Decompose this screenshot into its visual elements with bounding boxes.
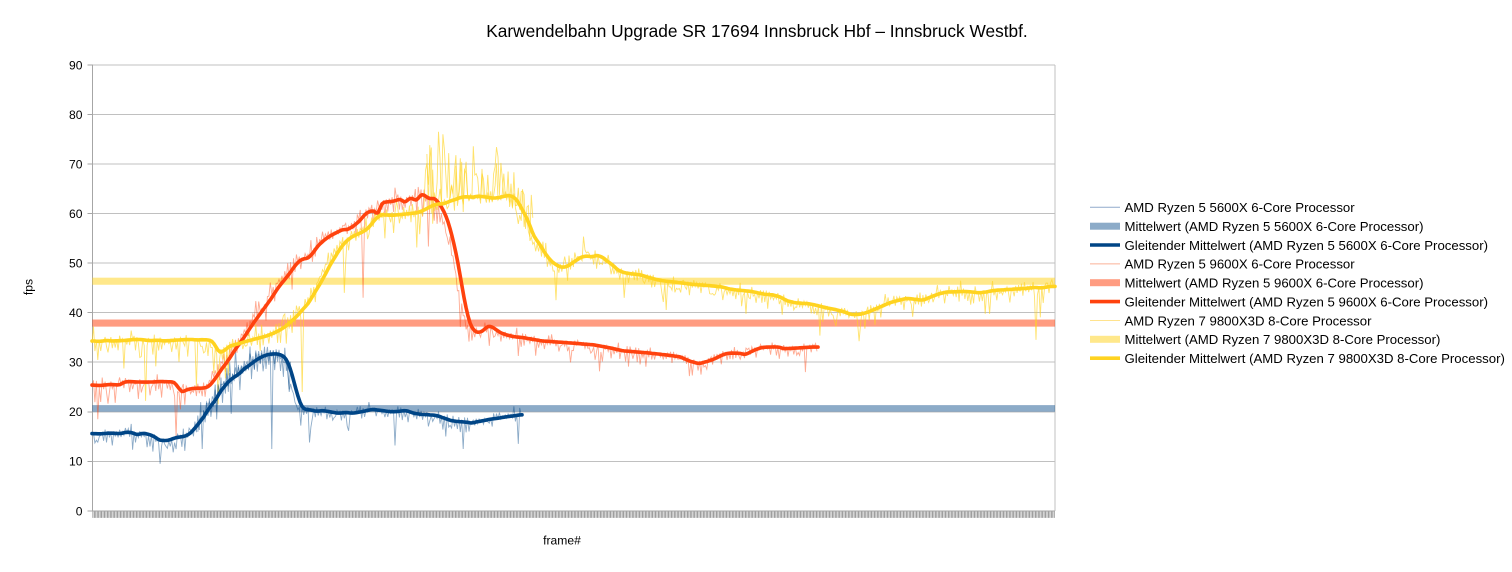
svg-text:frame#: frame#: [543, 534, 581, 548]
svg-text:AMD Ryzen 5 9600X 6-Core Proce: AMD Ryzen 5 9600X 6-Core Processor: [1125, 257, 1356, 272]
svg-text:Gleitender Mittelwert (AMD Ryz: Gleitender Mittelwert (AMD Ryzen 5 9600X…: [1125, 294, 1489, 309]
svg-text:90: 90: [69, 58, 83, 72]
svg-text:AMD Ryzen 7 9800X3D 8-Core Pro: AMD Ryzen 7 9800X3D 8-Core Processor: [1125, 313, 1373, 328]
svg-text:Gleitender Mittelwert (AMD Ryz: Gleitender Mittelwert (AMD Ryzen 5 5600X…: [1125, 238, 1489, 253]
svg-text:50: 50: [69, 257, 83, 271]
svg-text:80: 80: [69, 108, 83, 122]
svg-text:70: 70: [69, 157, 83, 171]
svg-text:40: 40: [69, 306, 83, 320]
svg-text:10: 10: [69, 455, 83, 469]
svg-text:0: 0: [76, 504, 83, 518]
svg-text:30: 30: [69, 356, 83, 370]
svg-text:fps: fps: [22, 279, 36, 295]
svg-text:Mittelwert (AMD Ryzen 7 9800X3: Mittelwert (AMD Ryzen 7 9800X3D 8-Core P…: [1125, 332, 1441, 347]
svg-text:Gleitender Mittelwert (AMD Ryz: Gleitender Mittelwert (AMD Ryzen 7 9800X…: [1125, 351, 1505, 366]
svg-text:AMD Ryzen 5 5600X 6-Core Proce: AMD Ryzen 5 5600X 6-Core Processor: [1125, 200, 1356, 215]
svg-text:Karwendelbahn Upgrade SR 17694: Karwendelbahn Upgrade SR 17694 Innsbruck…: [486, 21, 1027, 41]
svg-text:Mittelwert (AMD Ryzen 5 9600X: Mittelwert (AMD Ryzen 5 9600X 6-Core Pro…: [1125, 276, 1424, 291]
svg-text:20: 20: [69, 405, 83, 419]
svg-text:60: 60: [69, 207, 83, 221]
svg-text:Mittelwert (AMD Ryzen 5 5600X: Mittelwert (AMD Ryzen 5 5600X 6-Core Pro…: [1125, 219, 1424, 234]
